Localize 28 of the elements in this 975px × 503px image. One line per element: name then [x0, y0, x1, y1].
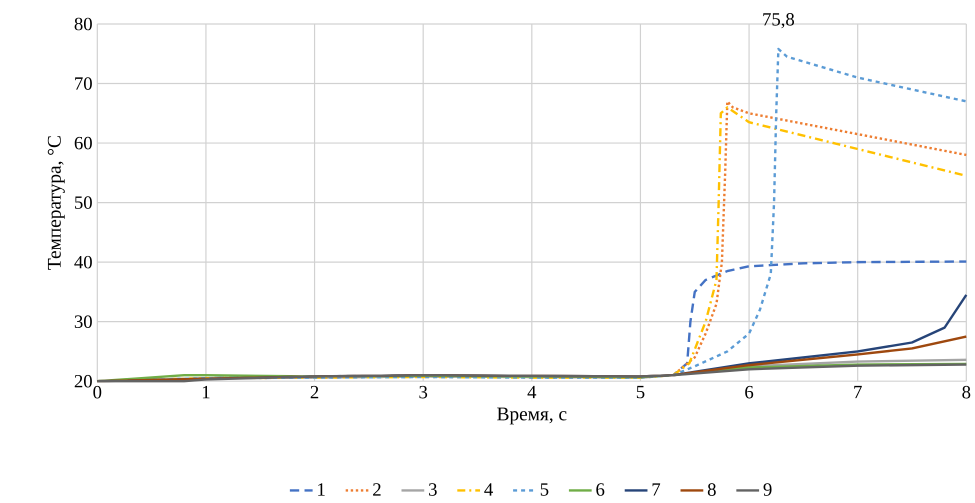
x-tick-label: 2 — [310, 386, 318, 398]
legend-label: 8 — [708, 483, 716, 496]
x-tick-label: 8 — [962, 386, 970, 399]
legend-label: 1 — [318, 483, 325, 496]
x-tick-label: 7 — [854, 386, 862, 398]
legend-label: 6 — [596, 483, 604, 496]
legend-label: 2 — [373, 483, 381, 496]
legend-label: 7 — [652, 483, 660, 496]
y-tick-label: 40 — [74, 256, 92, 269]
y-tick-label: 60 — [74, 136, 92, 150]
legend-label: 4 — [484, 483, 493, 496]
x-tick-label: 3 — [419, 386, 428, 399]
legend-label: 3 — [429, 483, 437, 496]
x-tick-label: 0 — [93, 386, 102, 399]
y-axis-title: Температура, °C — [48, 136, 65, 270]
y-tick-label: 70 — [75, 77, 92, 90]
x-axis-title: Время, с — [497, 408, 566, 425]
legend-label: 9 — [764, 483, 772, 496]
legend-label: 5 — [540, 483, 548, 496]
y-tick-label: 30 — [74, 315, 92, 328]
x-tick-label: 6 — [745, 386, 754, 399]
y-tick-label: 80 — [74, 18, 92, 30]
x-tick-label: 1 — [202, 386, 210, 398]
x-tick-label: 4 — [528, 386, 536, 398]
annotation: 75,8 — [763, 13, 794, 28]
x-tick-label: 5 — [636, 386, 644, 398]
y-tick-label: 20 — [74, 374, 92, 388]
y-tick-label: 50 — [75, 196, 92, 209]
